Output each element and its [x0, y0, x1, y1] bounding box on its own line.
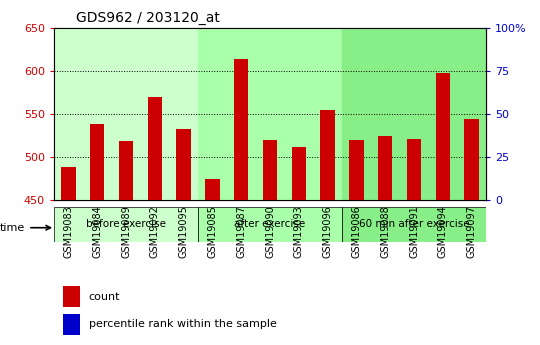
Bar	[378, 136, 393, 345]
FancyBboxPatch shape	[198, 207, 342, 242]
Point	[438, 61, 447, 67]
Text: before exercise: before exercise	[86, 219, 166, 229]
Point	[122, 63, 130, 68]
Bar	[119, 141, 133, 345]
Point	[467, 58, 476, 63]
Bar	[436, 73, 450, 345]
Bar	[147, 97, 162, 345]
Bar	[234, 59, 248, 345]
Text: time: time	[0, 223, 50, 233]
Point	[266, 65, 274, 70]
Point	[151, 61, 159, 67]
Text: after exercise: after exercise	[234, 219, 306, 229]
Text: percentile rank within the sample: percentile rank within the sample	[89, 319, 276, 329]
Bar	[349, 140, 363, 345]
Text: count: count	[89, 292, 120, 302]
Point	[323, 61, 332, 67]
Point	[237, 57, 246, 62]
Bar	[263, 140, 277, 345]
FancyBboxPatch shape	[342, 207, 486, 242]
Point	[294, 66, 303, 71]
Bar	[61, 167, 76, 345]
Bar	[342, 28, 486, 200]
Bar	[320, 110, 335, 345]
Point	[208, 67, 217, 73]
Point	[352, 63, 361, 68]
Bar	[90, 124, 104, 345]
Point	[64, 66, 73, 72]
Bar	[198, 28, 342, 200]
Bar	[292, 148, 306, 345]
Point	[179, 61, 188, 67]
Bar	[63, 314, 80, 335]
Bar	[205, 179, 220, 345]
Bar	[464, 119, 479, 345]
Point	[410, 65, 418, 70]
FancyBboxPatch shape	[54, 207, 198, 242]
Point	[381, 65, 389, 70]
Point	[93, 58, 102, 63]
Text: GDS962 / 203120_at: GDS962 / 203120_at	[76, 11, 219, 25]
Bar	[177, 129, 191, 345]
Text: 60 min after exercise: 60 min after exercise	[359, 219, 469, 229]
Bar	[407, 139, 421, 345]
Bar	[54, 28, 198, 200]
Bar	[63, 286, 80, 307]
